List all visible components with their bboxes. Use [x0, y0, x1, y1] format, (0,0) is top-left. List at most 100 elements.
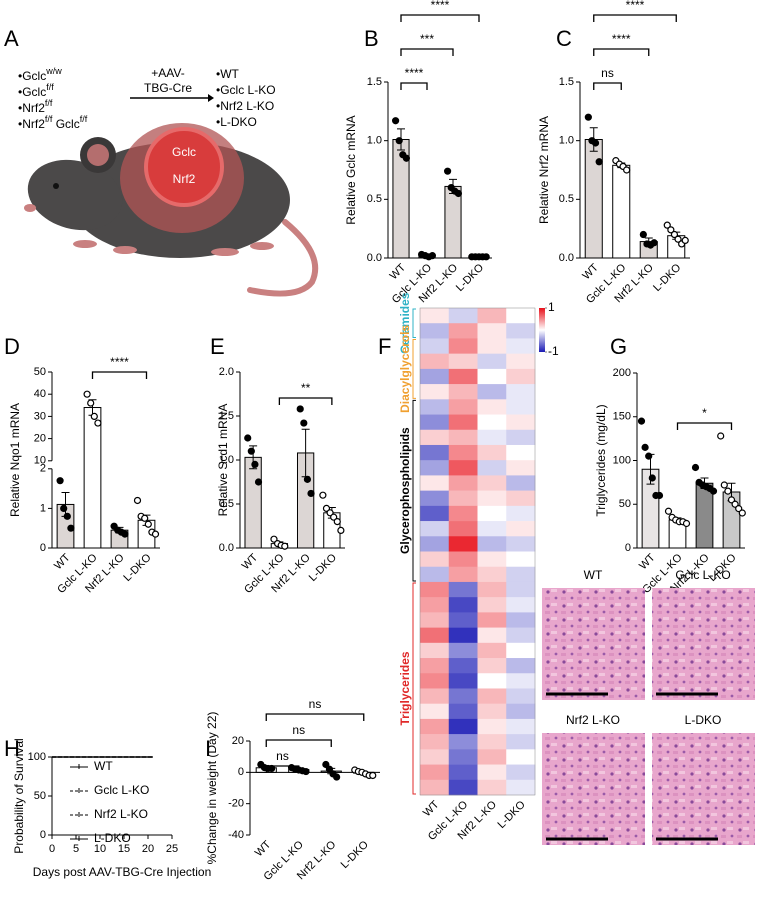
heatmap-cell	[448, 734, 478, 750]
significance-bracket	[91, 371, 148, 379]
heatmap-cell	[477, 429, 507, 446]
data-point	[63, 512, 71, 520]
data-point	[337, 526, 345, 535]
heatmap-cell	[477, 627, 507, 644]
heatmap-cell	[448, 612, 478, 628]
data-point	[369, 771, 377, 780]
significance-bracket	[278, 397, 333, 405]
genotype-sup: f/f	[45, 98, 53, 108]
y-axis-label: Relative Gclc mRNA	[344, 115, 358, 224]
heatmap-cell	[420, 566, 450, 583]
x-tick-label: WT	[240, 551, 261, 572]
panel-letter: I	[205, 736, 211, 761]
y-tick-label: 1.0	[559, 135, 574, 147]
y-tick-label: 0.0	[367, 252, 382, 264]
data-point	[595, 158, 603, 166]
ear-inner	[87, 144, 109, 166]
data-point	[302, 767, 310, 776]
significance-bracket	[676, 422, 733, 430]
genotype-sup: f/f	[46, 82, 54, 92]
heatmap-cell	[448, 505, 478, 522]
heatmap-cell	[506, 353, 536, 370]
data-point	[664, 507, 673, 515]
x-tick-label: L-DKO	[496, 798, 529, 831]
bar	[444, 185, 462, 259]
data-point	[333, 517, 341, 526]
data-point	[591, 139, 600, 147]
image-title: Nrf2 L-KO	[566, 713, 620, 727]
heatmap-cell	[477, 323, 507, 339]
x-tick-label: WT	[388, 261, 409, 282]
data-point	[738, 509, 746, 517]
heatmap-cell	[477, 338, 507, 354]
heatmap-cell	[448, 475, 478, 491]
heatmap-cell	[448, 658, 478, 674]
head	[27, 159, 123, 231]
data-point	[641, 443, 649, 451]
significance-label: *	[702, 406, 707, 420]
y-tick-label: 2	[40, 463, 46, 475]
significance-label: ns	[276, 749, 289, 763]
heatmap-frame	[419, 307, 536, 796]
y-axis-label: Relative Nqo1 mRNA	[8, 403, 22, 517]
panel-letter: F	[378, 334, 391, 359]
significance-label: ****	[626, 0, 645, 12]
heatmap-cell	[448, 703, 478, 720]
heatmap-cell	[506, 460, 536, 476]
heatmap-cell	[477, 368, 507, 385]
data-point	[482, 253, 490, 261]
bar	[83, 407, 102, 549]
data-point	[454, 189, 462, 198]
significance-bracket	[265, 739, 332, 747]
heatmap-cell	[448, 779, 478, 796]
data-point	[251, 460, 259, 468]
data-point	[717, 432, 725, 440]
group-label: Ceramides	[398, 292, 412, 354]
heatmap-cell	[448, 627, 478, 644]
heatmap-cell	[477, 703, 507, 720]
x-tick-label: 15	[118, 843, 130, 855]
significance-label: ns	[292, 723, 305, 737]
x-tick-label: 20	[142, 843, 154, 855]
tail	[247, 219, 319, 297]
legend-label: Gclc L-KO	[94, 783, 149, 797]
genotype-text: •Gclc	[18, 85, 46, 99]
data-point	[254, 478, 263, 486]
data-point	[87, 399, 95, 407]
x-tick-label: WT	[52, 551, 73, 572]
heatmap-cell	[477, 688, 507, 704]
heatmap-cell	[506, 658, 536, 674]
heatmap-cell	[477, 308, 507, 324]
heatmap-cell	[477, 490, 507, 507]
y-tick-label: 100	[613, 454, 631, 466]
y-axis-label: Probability of Survival	[12, 738, 26, 853]
heatmap-cell	[506, 779, 536, 796]
heatmap-cell	[506, 597, 536, 613]
bar	[695, 482, 714, 549]
heatmap-cell	[448, 642, 478, 659]
data-point	[141, 514, 149, 522]
y-tick-label: 50	[34, 366, 46, 378]
y-axis-label: Relative Nrf2 mRNA	[537, 116, 551, 224]
image-title: WT	[584, 568, 603, 582]
genotype-text: •Gclc	[18, 69, 46, 83]
x-tick-label: WT	[580, 261, 601, 282]
data-point	[83, 390, 91, 398]
data-point	[333, 773, 341, 781]
heatmap-cell	[477, 749, 507, 765]
heatmap-cell	[477, 612, 507, 628]
panel-letter: E	[210, 334, 225, 359]
heatmap-cell	[420, 703, 450, 720]
data-point	[247, 447, 255, 455]
heatmap-cell	[448, 581, 478, 598]
y-tick-label: 0.5	[559, 193, 574, 205]
y-tick-label: 150	[613, 411, 631, 423]
heatmap-cell	[477, 551, 507, 568]
x-tick-label: L-DKO	[651, 261, 684, 294]
heatmap-cell	[448, 688, 478, 704]
y-tick-label: 0	[238, 766, 244, 778]
data-point	[428, 252, 436, 260]
treatment: +AAV-	[151, 66, 184, 80]
y-tick-label: 1.5	[219, 410, 234, 422]
